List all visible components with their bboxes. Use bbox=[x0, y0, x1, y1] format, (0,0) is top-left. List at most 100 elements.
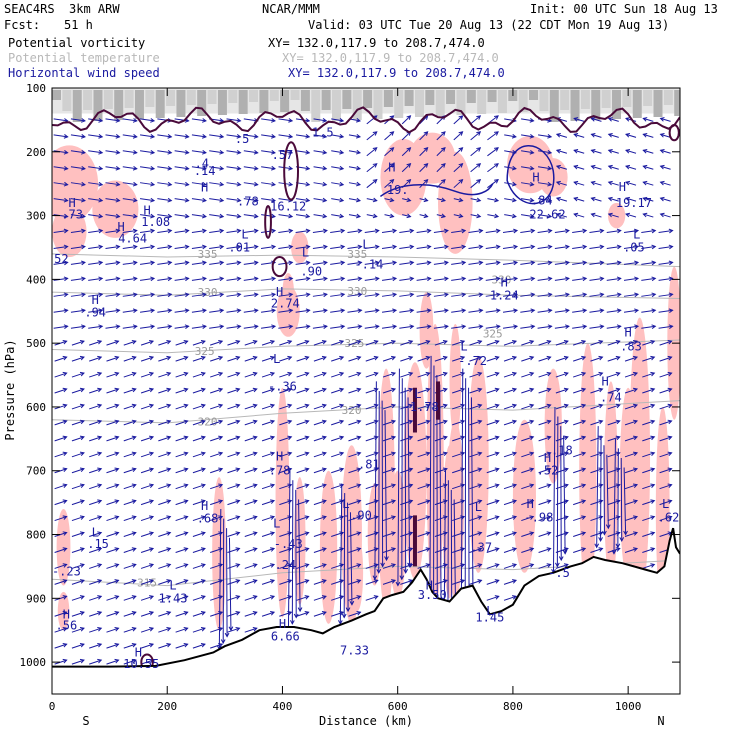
wind-vector-head bbox=[97, 579, 103, 584]
wind-vector bbox=[331, 436, 344, 442]
wind-vector-head bbox=[529, 355, 535, 361]
wind-vector-head bbox=[321, 371, 327, 377]
wind-vector bbox=[503, 500, 517, 506]
wind-vector-head bbox=[339, 435, 345, 441]
wind-vector bbox=[643, 149, 654, 154]
wind-vector-head bbox=[667, 403, 673, 409]
y-tick-label: 600 bbox=[26, 401, 46, 414]
wind-vector bbox=[468, 387, 470, 599]
wind-vector bbox=[106, 484, 119, 490]
wind-vector bbox=[487, 163, 499, 173]
wind-vector-head bbox=[79, 419, 85, 425]
wind-vector bbox=[365, 547, 378, 553]
wind-vector-head bbox=[408, 499, 414, 504]
wind-vector bbox=[291, 480, 294, 624]
wind-vector-head bbox=[546, 403, 552, 409]
theta-label: 320 bbox=[198, 416, 218, 429]
wind-vector bbox=[226, 293, 241, 297]
wind-vector-head bbox=[340, 260, 346, 266]
wind-vector bbox=[485, 230, 500, 234]
wind-vector bbox=[53, 245, 68, 249]
wind-vector bbox=[625, 181, 637, 186]
wind-vector bbox=[210, 340, 223, 346]
wind-vector bbox=[503, 452, 517, 458]
wind-vector-head bbox=[166, 355, 172, 361]
wind-vector bbox=[175, 356, 188, 362]
wind-vector bbox=[330, 277, 345, 281]
wind-vector bbox=[641, 293, 656, 297]
wind-speed-contour bbox=[506, 145, 555, 205]
wind-vector-head bbox=[425, 515, 431, 520]
wind-vector bbox=[608, 133, 619, 138]
wind-vector-head bbox=[114, 531, 120, 536]
wind-vector bbox=[538, 484, 551, 490]
wind-vector-head bbox=[253, 197, 259, 203]
wind-vector bbox=[624, 547, 638, 553]
wind-vector bbox=[607, 452, 620, 458]
wind-vector bbox=[71, 356, 85, 362]
wind-vector bbox=[244, 436, 257, 442]
wind-vector bbox=[243, 198, 258, 202]
wind-vector bbox=[364, 309, 379, 313]
wind-vector-head bbox=[668, 308, 674, 314]
wind-vector bbox=[261, 516, 275, 522]
wind-vector bbox=[260, 277, 276, 281]
wind-vector-head bbox=[149, 531, 155, 536]
wind-vector bbox=[348, 404, 361, 410]
wind-vector bbox=[416, 309, 431, 313]
x-tick-label: 0 bbox=[49, 700, 56, 713]
wind-vector-head bbox=[166, 483, 172, 488]
stratosphere-patch bbox=[72, 90, 82, 122]
wind-vector-head bbox=[321, 435, 327, 441]
wind-vector bbox=[401, 378, 403, 580]
wind-vector-head bbox=[252, 579, 258, 584]
wind-vector bbox=[175, 372, 188, 378]
wind-vector-head bbox=[270, 611, 276, 616]
wind-vector bbox=[331, 388, 344, 394]
wind-vector-head bbox=[529, 118, 535, 123]
wind-vector-head bbox=[529, 435, 535, 441]
wind-vector-head bbox=[183, 499, 189, 504]
wind-vector-head bbox=[235, 627, 241, 632]
wind-vector-head bbox=[581, 355, 587, 361]
wind-vector-head bbox=[582, 244, 588, 250]
wind-vector-head bbox=[271, 149, 276, 155]
wind-vector-head bbox=[384, 556, 389, 562]
wind-vector bbox=[88, 261, 103, 265]
wind-vector-head bbox=[634, 292, 640, 298]
wind-vector-head bbox=[63, 308, 69, 314]
wind-vector bbox=[451, 245, 466, 249]
wind-vector bbox=[209, 166, 224, 170]
wind-vector-head bbox=[563, 419, 569, 425]
wind-vector bbox=[399, 245, 414, 249]
wind-vector-head bbox=[494, 467, 500, 473]
wind-vector bbox=[261, 532, 275, 538]
wind-vector-head bbox=[546, 515, 552, 520]
wind-vector bbox=[123, 340, 136, 346]
wind-vector bbox=[312, 277, 327, 281]
wind-vector bbox=[139, 214, 155, 218]
wind-vector-head bbox=[200, 339, 206, 345]
wind-vector-head bbox=[423, 178, 429, 184]
wind-vector-head bbox=[590, 196, 596, 202]
stratosphere-patch bbox=[591, 90, 601, 120]
wind-vector bbox=[295, 134, 310, 138]
wind-vector-head bbox=[391, 435, 397, 441]
wind-vector bbox=[226, 528, 228, 637]
wind-vector bbox=[399, 293, 414, 297]
wind-vector bbox=[487, 214, 499, 218]
wind-vector-head bbox=[183, 547, 189, 552]
wind-vector bbox=[226, 166, 241, 170]
wind-vector bbox=[123, 484, 136, 490]
pv-label: H bbox=[699, 400, 706, 414]
wind-vector-head bbox=[392, 308, 398, 314]
wind-vector bbox=[105, 182, 120, 186]
wind-vector bbox=[521, 388, 534, 394]
wind-vector-head bbox=[305, 213, 311, 219]
wind-vector bbox=[191, 166, 206, 170]
wind-vector-head bbox=[357, 324, 363, 330]
theta-contour bbox=[52, 253, 680, 268]
wind-vector-head bbox=[63, 213, 69, 219]
wind-vector bbox=[572, 261, 587, 265]
wind-vector-head bbox=[305, 292, 311, 298]
